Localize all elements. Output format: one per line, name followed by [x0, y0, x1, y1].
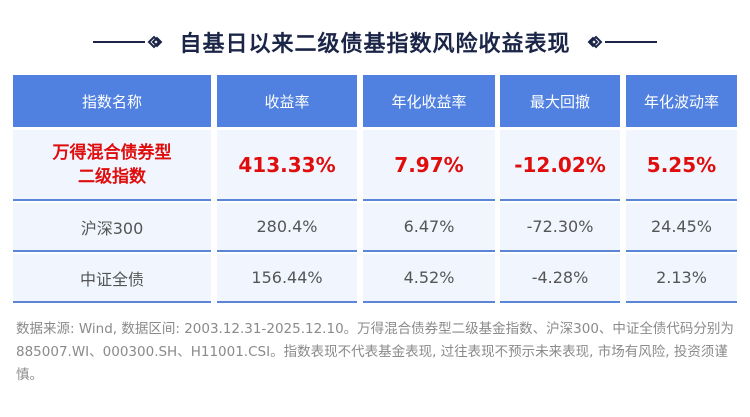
- table-row-2-max-drawdown: -72.30%: [500, 203, 620, 252]
- table-row-3-return: 156.44%: [217, 254, 357, 303]
- row-1-name-line2: 二级指数: [78, 166, 146, 187]
- footnote: 数据来源: Wind, 数据区间: 2003.12.31-2025.12.10。…: [16, 321, 734, 383]
- page-title: 自基日以来二级债基指数风险收益表现: [179, 32, 571, 57]
- table-row-1-max-drawdown: -12.02%: [500, 130, 620, 201]
- header-return: 收益率: [217, 75, 357, 127]
- diamond-ornament-icon: [587, 35, 602, 49]
- title-decoration-left: [93, 34, 165, 50]
- table-row-3-annualized-volatility: 2.13%: [626, 254, 737, 303]
- table-row-1-annualized-return: 7.97%: [363, 130, 495, 201]
- table-row-2-name: 沪深300: [13, 203, 211, 252]
- table-row-1-name: 万得混合债券型 二级指数: [13, 130, 211, 201]
- table-row-1-return: 413.33%: [217, 130, 357, 201]
- row-1-name-line1: 万得混合债券型: [52, 142, 172, 163]
- header-annualized-return: 年化收益率: [363, 75, 495, 127]
- table-row-3-name: 中证全债: [13, 254, 211, 303]
- table-row-1-annualized-volatility: 5.25%: [626, 130, 737, 201]
- title-decoration-right: [585, 34, 657, 50]
- header-annualized-volatility: 年化波动率: [626, 75, 737, 127]
- diamond-ornament-icon: [148, 35, 163, 49]
- header-index-name: 指数名称: [13, 75, 211, 127]
- header-max-drawdown: 最大回撤: [500, 75, 620, 127]
- table-row-3-annualized-return: 4.52%: [363, 254, 495, 303]
- table-row-2-annualized-volatility: 24.45%: [626, 203, 737, 252]
- table-row-2-annualized-return: 6.47%: [363, 203, 495, 252]
- table-row-2-return: 280.4%: [217, 203, 357, 252]
- table-row-3-max-drawdown: -4.28%: [500, 254, 620, 303]
- title-bar: 自基日以来二级债基指数风险收益表现: [0, 24, 750, 60]
